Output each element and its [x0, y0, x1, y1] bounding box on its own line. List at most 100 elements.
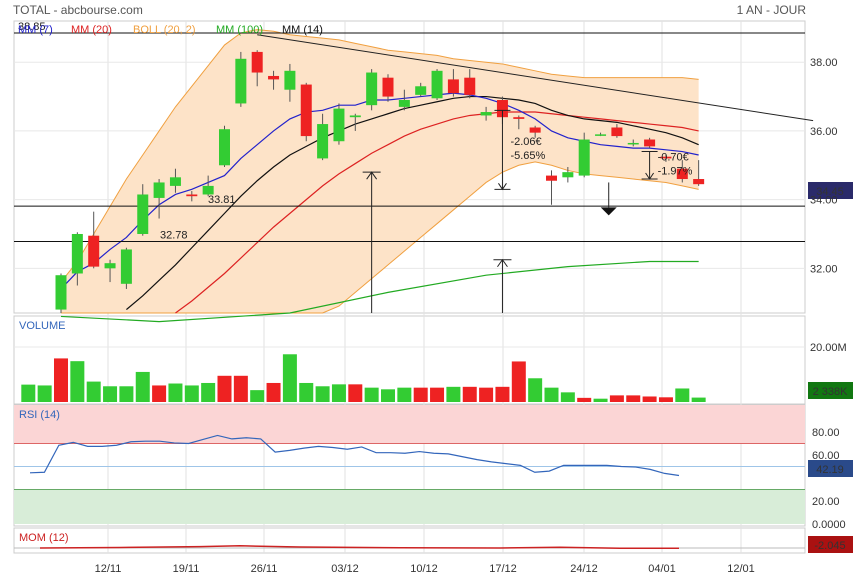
x-tick-label: 24/12	[570, 563, 598, 575]
x-tick-label: 12/01	[727, 563, 755, 575]
volume-bar	[626, 395, 641, 402]
volume-bar	[495, 386, 510, 402]
volume-bar	[397, 387, 412, 402]
annotation-arrowhead	[498, 183, 507, 191]
candle-body	[595, 134, 607, 136]
volume-bar	[413, 387, 428, 402]
candle-body	[513, 117, 525, 119]
annotation-percent: -1.97%	[658, 165, 693, 177]
legend-mm7: MM (7)	[18, 24, 53, 36]
volume-bar	[462, 386, 477, 402]
level-label: 38.85	[18, 21, 46, 33]
volume-bar	[217, 375, 232, 402]
volume-bar	[528, 378, 543, 402]
chart-period: 1 AN - JOUR	[737, 3, 807, 17]
volume-bar	[315, 386, 330, 402]
volume-bar	[446, 386, 461, 402]
volume-bar	[168, 383, 183, 402]
candle-body	[251, 51, 263, 73]
volume-bar	[70, 361, 85, 402]
volume-bar	[479, 387, 494, 402]
mom-last-text: -2.045	[814, 540, 845, 552]
candle-body	[104, 263, 116, 269]
candle-body	[202, 185, 214, 195]
y-tick-label: 38.00	[810, 57, 838, 69]
x-tick-label: 10/12	[410, 563, 438, 575]
volume-bar	[299, 382, 314, 402]
candle-body	[529, 127, 541, 133]
candle-body	[55, 275, 67, 310]
last-price-badge	[808, 182, 853, 199]
annotation-percent: -5.65%	[510, 150, 545, 162]
candle-body	[333, 108, 345, 142]
volume-bar	[609, 395, 624, 402]
volume-bar	[119, 386, 134, 402]
volume-bar	[54, 358, 68, 402]
legend-mm100: MM (100)	[216, 24, 263, 36]
candle-body	[88, 235, 100, 267]
volume-bar	[642, 396, 657, 402]
candle-body	[627, 142, 639, 145]
rsi-last-text: 42.19	[816, 464, 844, 476]
candle-body	[431, 70, 443, 99]
annotation-arrowhead	[645, 172, 655, 180]
rsi-line	[29, 434, 680, 477]
rsi-oversold-zone	[14, 489, 805, 524]
volume-bar	[331, 384, 346, 402]
candle-body	[447, 79, 459, 94]
volume-bar	[381, 389, 395, 402]
x-tick-label: 03/12	[331, 563, 359, 575]
volume-bar	[201, 382, 216, 402]
candle-body	[660, 156, 672, 159]
volume-bar	[348, 384, 363, 402]
volume-bar	[658, 397, 673, 402]
volume-bar	[593, 398, 608, 402]
legend-mm20: MM (20)	[71, 24, 112, 36]
volume-bar	[675, 388, 690, 402]
legend-mm14: MM (14)	[282, 24, 323, 36]
volume-bar	[266, 382, 281, 402]
level-label: 32.78	[160, 230, 188, 242]
volume-axis-tick: 20.00M	[810, 342, 847, 354]
bollinger-lower-line	[61, 161, 699, 314]
candle-body	[284, 70, 296, 90]
mm100-line	[60, 260, 699, 323]
chart-title: TOTAL - abcbourse.com	[13, 3, 143, 17]
candle-body	[578, 139, 590, 176]
candle-body	[317, 124, 329, 159]
rsi-last-badge	[808, 460, 853, 477]
volume-bar	[184, 385, 199, 402]
candle-body	[349, 115, 361, 118]
rsi-tick-label: 0.0000	[812, 519, 846, 531]
annotation-delta: -0.70€	[658, 151, 689, 163]
mom-label: MOM (12)	[19, 532, 69, 544]
x-tick-label: 04/01	[648, 563, 676, 575]
volume-last-text: 2 338K	[813, 386, 849, 398]
candle-body	[366, 72, 378, 106]
volume-bar	[250, 390, 265, 402]
volume-bar	[282, 354, 297, 402]
volume-bar	[577, 397, 592, 402]
volume-bar	[364, 387, 379, 402]
candle-body	[562, 172, 574, 178]
volume-bar	[560, 392, 575, 402]
candle-body	[71, 233, 83, 274]
candle-body	[464, 77, 476, 95]
x-tick-label: 19/11	[173, 563, 200, 575]
candle-body	[611, 127, 623, 137]
x-tick-label: 26/11	[251, 563, 278, 575]
candle-body	[137, 194, 149, 234]
volume-bar	[152, 385, 167, 402]
candle-body	[300, 84, 312, 137]
level-label: 33.81	[208, 194, 236, 206]
volume-bar	[135, 371, 150, 402]
candle-body	[235, 58, 247, 104]
candle-body	[546, 175, 557, 181]
last-price-text: 34.45	[816, 186, 844, 198]
volume-bar	[37, 385, 52, 402]
volume-bar	[233, 375, 248, 402]
candle-body	[120, 249, 132, 284]
mom-panel	[13, 527, 806, 554]
rsi-tick-label: 80.00	[812, 427, 840, 439]
